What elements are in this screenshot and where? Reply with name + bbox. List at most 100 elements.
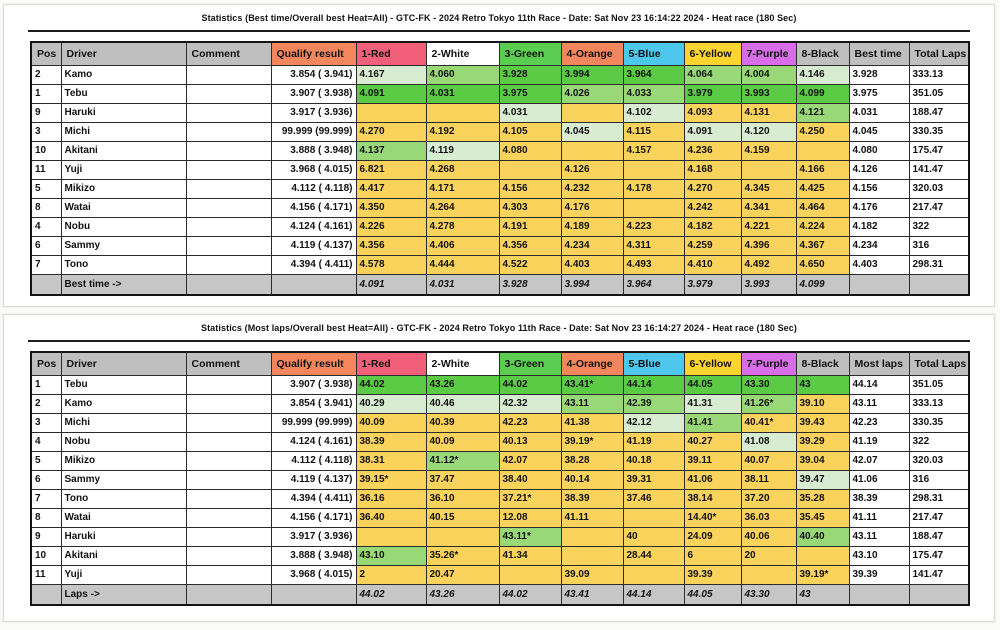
heat-cell-6-yellow: 38.14 (683, 488, 742, 509)
heat-cell-2-white: 4.268 (425, 159, 500, 180)
summary-comment-cell (185, 583, 272, 606)
comment-cell (185, 545, 272, 566)
header-cell-6-yellow: 6-Yellow (683, 41, 742, 66)
header-cell-total-laps: Total Laps (908, 351, 970, 376)
heat-cell-5-blue (622, 564, 685, 585)
pos-cell: 4 (30, 431, 62, 452)
summary-value-2-white: 43.26 (425, 583, 500, 606)
heat-cell-2-white (425, 526, 500, 547)
heat-cell-7-purple: 40.41* (740, 412, 797, 433)
heat-cell-7-purple (740, 564, 797, 585)
heat-cell-7-purple: 4.492 (740, 254, 797, 275)
heat-cell-6-yellow: 41.31 (683, 393, 742, 414)
table-row-haruki: 9 Haruki 3.917 ( 3.936) 43.11* 40 24.09 40.06 4… (30, 526, 970, 547)
heat-cell-1-red: 4.226 (355, 216, 427, 237)
table-row-sammy: 6 Sammy 4.119 ( 4.137) 4.356 4.406 4.356 4.234… (30, 235, 970, 256)
total-cell: 351.05 (908, 83, 970, 104)
header-cell-comment: Comment (185, 41, 272, 66)
table-row-tebu: 1 Tebu 3.907 ( 3.938) 4.091 4.031 3.975 4.026 4… (30, 83, 970, 104)
pos-cell: 5 (30, 450, 62, 471)
summary-value-6-yellow: 44.05 (683, 583, 742, 606)
heat-cell-2-white: 35.26* (425, 545, 500, 566)
qualify-cell: 3.854 ( 3.941) (270, 393, 357, 414)
result-cell: 41.06 (848, 469, 910, 490)
table-row-nobu: 4 Nobu 4.124 ( 4.161) 4.226 4.278 4.191 4.189 4… (30, 216, 970, 237)
qualify-cell: 3.907 ( 3.938) (270, 83, 357, 104)
driver-cell: Sammy (60, 235, 187, 256)
driver-cell: Michi (60, 121, 187, 142)
heat-cell-1-red (355, 526, 427, 547)
heat-cell-5-blue (622, 507, 685, 528)
total-cell: 141.47 (908, 564, 970, 585)
heat-cell-7-purple: 40.06 (740, 526, 797, 547)
table-row-akitani: 10 Akitani 3.888 ( 3.948) 43.10 35.26* 41.34 2… (30, 545, 970, 566)
heat-cell-6-yellow: 4.270 (683, 178, 742, 199)
heat-cell-2-white: 43.26 (425, 374, 500, 395)
heat-cell-1-red: 4.578 (355, 254, 427, 275)
heat-cell-8-black: 35.28 (795, 488, 850, 509)
total-cell: 330.35 (908, 412, 970, 433)
heat-cell-2-white: 4.406 (425, 235, 500, 256)
qualify-cell: 4.394 ( 4.411) (270, 488, 357, 509)
heat-cell-4-orange: 38.28 (560, 450, 624, 471)
header-cell-5-blue: 5-Blue (622, 351, 685, 376)
total-cell: 351.05 (908, 374, 970, 395)
qualify-cell: 3.888 ( 3.948) (270, 545, 357, 566)
heat-cell-8-black: 4.099 (795, 83, 850, 104)
header-cell-6-yellow: 6-Yellow (683, 351, 742, 376)
heat-cell-4-orange (560, 545, 624, 566)
heat-cell-2-white: 41.12* (425, 450, 500, 471)
heat-cell-1-red: 40.29 (355, 393, 427, 414)
driver-cell: Kamo (60, 393, 187, 414)
heat-cell-2-white: 36.10 (425, 488, 500, 509)
heat-cell-7-purple: 4.004 (740, 64, 797, 85)
heat-cell-4-orange: 4.189 (560, 216, 624, 237)
qualify-cell: 3.907 ( 3.938) (270, 374, 357, 395)
driver-cell: Kamo (60, 64, 187, 85)
heat-cell-5-blue: 28.44 (622, 545, 685, 566)
qualify-cell: 3.854 ( 3.941) (270, 64, 357, 85)
total-cell: 333.13 (908, 64, 970, 85)
summary-label: Laps -> (60, 583, 187, 606)
table-row-watai: 8 Watai 4.156 ( 4.171) 36.40 40.15 12.08 41.11… (30, 507, 970, 528)
summary-row: Best time -> 4.091 4.031 3.928 3.994 3.964 3.9… (30, 273, 970, 296)
summary-value-8-black: 4.099 (795, 273, 850, 296)
header-cell-comment: Comment (185, 351, 272, 376)
heat-cell-1-red: 4.137 (355, 140, 427, 161)
heat-cell-7-purple: 4.396 (740, 235, 797, 256)
pos-cell: 9 (30, 526, 62, 547)
heat-cell-2-white: 4.119 (425, 140, 500, 161)
total-cell: 316 (908, 235, 970, 256)
summary-value-3-green: 3.928 (498, 273, 562, 296)
pos-cell: 2 (30, 64, 62, 85)
heat-cell-6-yellow: 4.093 (683, 102, 742, 123)
heat-cell-4-orange: 4.045 (560, 121, 624, 142)
summary-total-cell (908, 273, 970, 296)
summary-label: Best time -> (60, 273, 187, 296)
summary-value-5-blue: 3.964 (622, 273, 685, 296)
result-cell: 4.080 (848, 140, 910, 161)
heat-cell-3-green: 3.975 (498, 83, 562, 104)
heat-cell-8-black: 43 (795, 374, 850, 395)
driver-cell: Haruki (60, 102, 187, 123)
heat-cell-5-blue: 39.31 (622, 469, 685, 490)
heat-cell-4-orange: 4.232 (560, 178, 624, 199)
heat-cell-3-green: 38.40 (498, 469, 562, 490)
heat-cell-2-white: 4.264 (425, 197, 500, 218)
heat-cell-6-yellow: 4.091 (683, 121, 742, 142)
table-row-yuji: 11 Yuji 3.968 ( 4.015) 6.821 4.268 4.126 4.168… (30, 159, 970, 180)
total-cell: 175.47 (908, 140, 970, 161)
heat-cell-5-blue: 41.19 (622, 431, 685, 452)
header-cell-7-purple: 7-Purple (740, 41, 797, 66)
header-cell-qualify-result: Qualify result (270, 351, 357, 376)
heat-cell-8-black: 4.367 (795, 235, 850, 256)
result-cell: 43.11 (848, 393, 910, 414)
title-rule (28, 340, 970, 342)
heat-cell-6-yellow: 41.41 (683, 412, 742, 433)
heat-cell-2-white: 40.15 (425, 507, 500, 528)
summary-value-2-white: 4.031 (425, 273, 500, 296)
qualify-cell: 99.999 (99.999) (270, 412, 357, 433)
table-row-mikizo: 5 Mikizo 4.112 ( 4.118) 38.31 41.12* 42.07 38.… (30, 450, 970, 471)
heat-cell-6-yellow: 14.40* (683, 507, 742, 528)
header-cell-1-red: 1-Red (355, 351, 427, 376)
